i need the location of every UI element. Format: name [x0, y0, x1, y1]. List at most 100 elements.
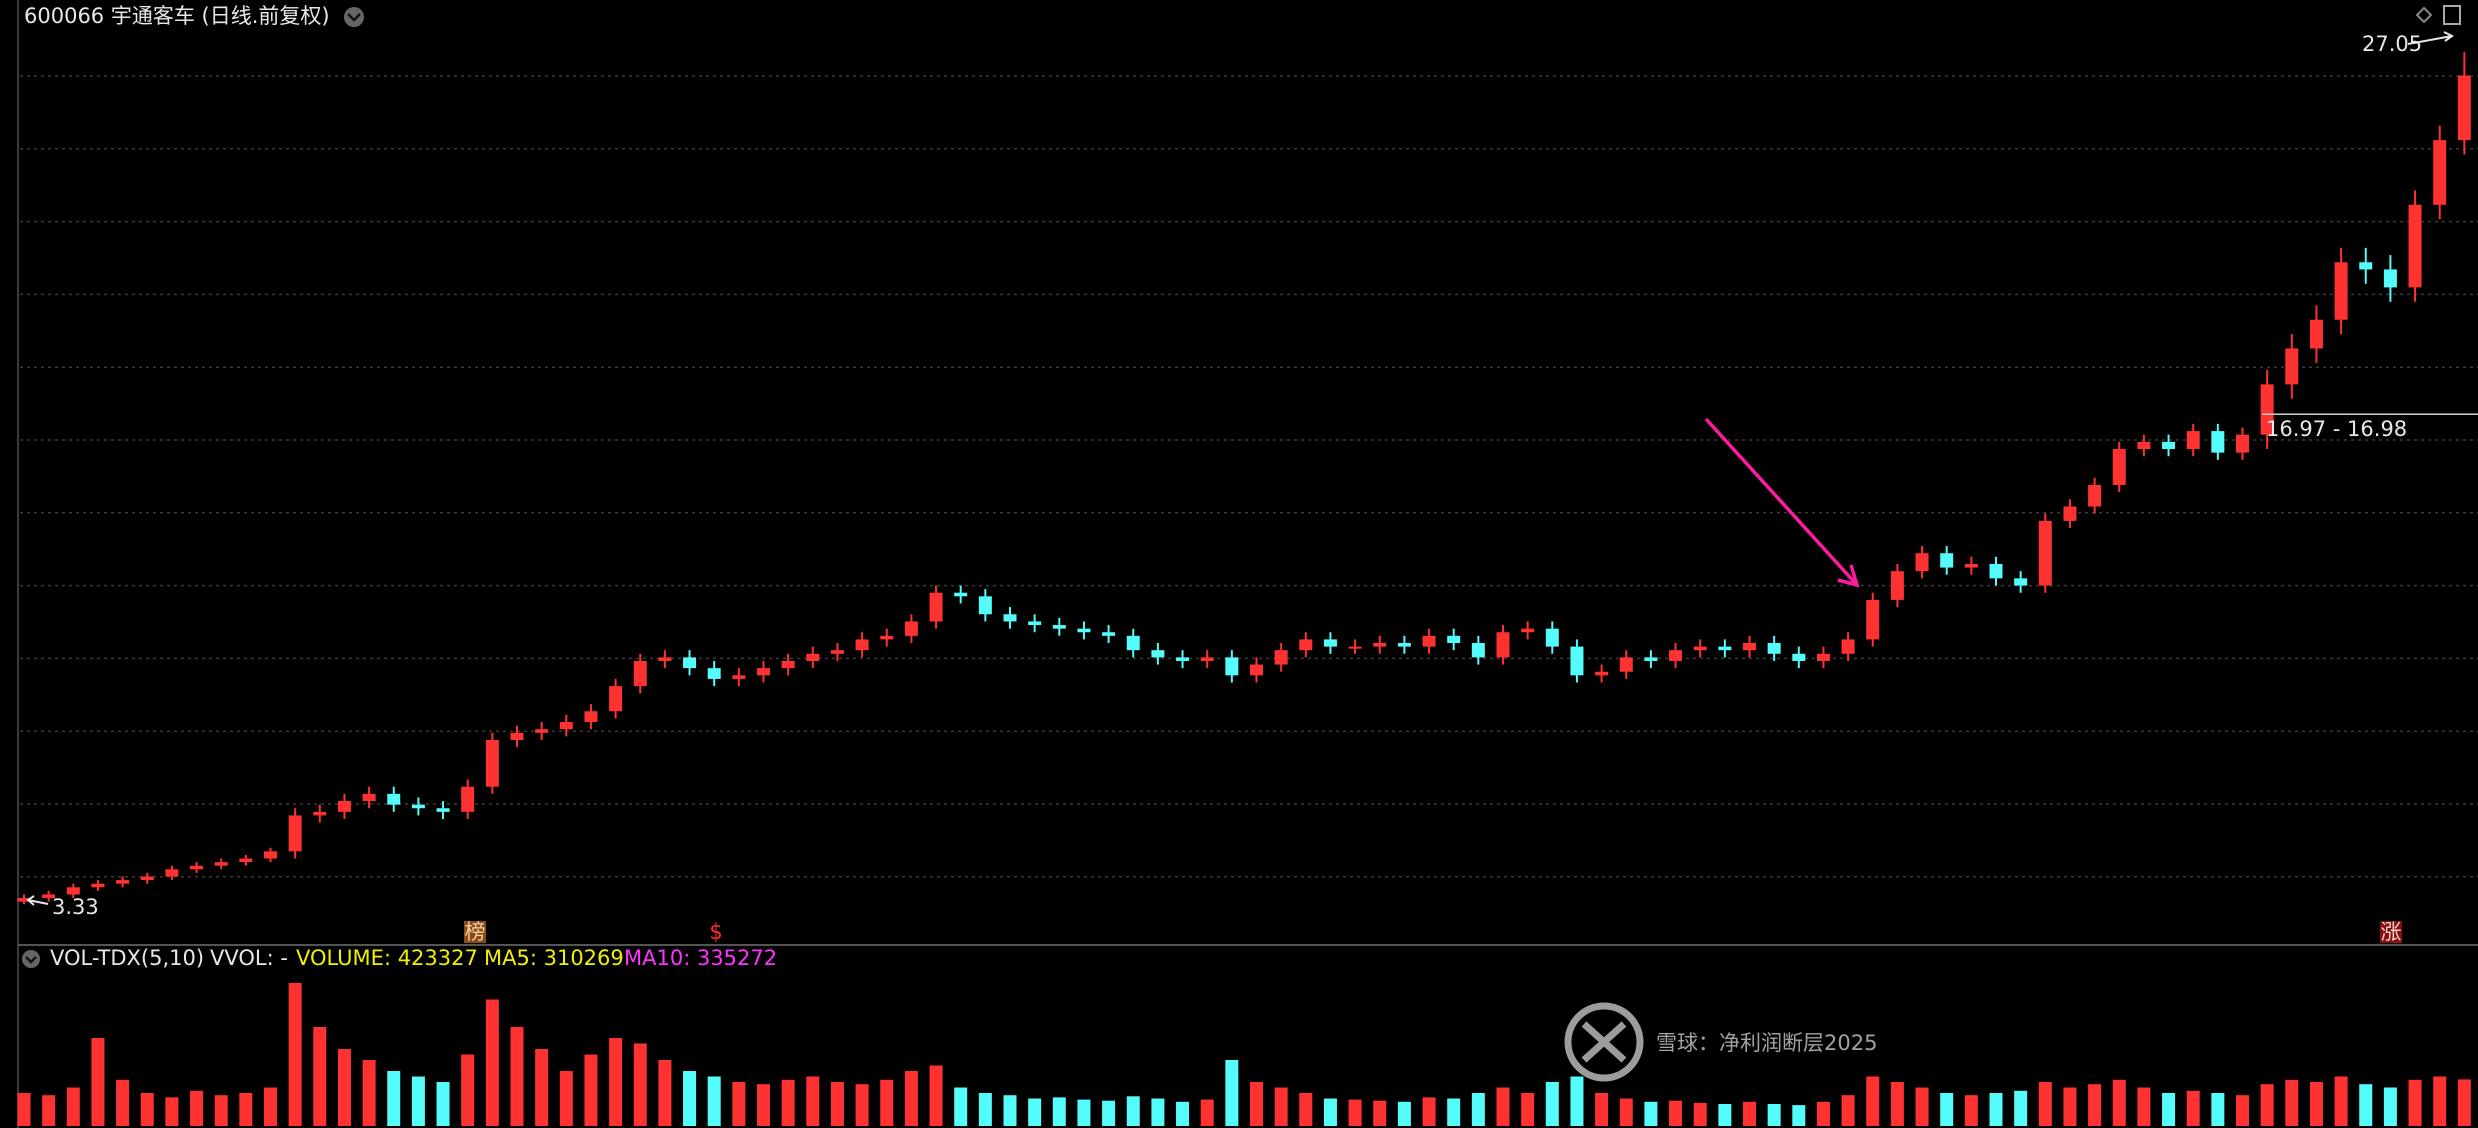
volume-bar	[2260, 1084, 2274, 1126]
volume-bar	[1176, 1101, 1190, 1126]
candle-body	[1792, 653, 1806, 661]
window-icon[interactable]	[2443, 5, 2461, 25]
candle-body	[2211, 431, 2225, 453]
volume-bar	[1003, 1095, 1017, 1126]
volume-bar	[313, 1027, 327, 1126]
volume-bar	[2285, 1079, 2299, 1126]
marker-label[interactable]: $	[709, 920, 722, 944]
indicator-menu-chevron	[25, 956, 37, 964]
indicator-volume: VOLUME: 423327	[296, 946, 478, 970]
volume-bar	[1989, 1093, 2003, 1126]
candle-body	[1964, 563, 1978, 568]
volume-bar	[362, 1060, 376, 1126]
candle-body	[387, 793, 401, 805]
candle-body	[1989, 563, 2003, 579]
annotation-arrow	[1704, 417, 1860, 588]
indicator-name: VOL-TDX(5,10)	[50, 946, 204, 970]
volume-bar	[1250, 1082, 1263, 1126]
candle-body	[929, 592, 943, 622]
volume-bar	[1816, 1101, 1830, 1126]
candle-body	[1866, 599, 1880, 640]
candle-body	[214, 862, 228, 866]
candle-body	[1816, 653, 1830, 661]
volume-bar	[140, 1093, 154, 1126]
volume-bar	[288, 983, 302, 1126]
candle-body	[264, 851, 277, 859]
volume-bar	[1693, 1102, 1707, 1126]
candles	[17, 52, 2471, 905]
volume-bar	[214, 1095, 228, 1126]
volume-bar	[1521, 1093, 1535, 1126]
candle-body	[1890, 571, 1904, 600]
volume-bar	[116, 1079, 130, 1126]
volume-bar	[1151, 1098, 1165, 1126]
volume-bar	[436, 1082, 450, 1126]
candle-body	[954, 592, 968, 597]
candle-body	[411, 804, 425, 809]
indicator-menu-icon[interactable]	[22, 950, 40, 968]
candle-body	[1669, 650, 1683, 661]
volume-bar	[1570, 1076, 1584, 1126]
volume-bar	[1644, 1101, 1658, 1126]
candle-body	[1521, 628, 1535, 633]
candle-body	[1250, 664, 1263, 676]
candle-body	[1570, 646, 1584, 676]
candle-body	[2038, 520, 2052, 586]
volume-bar	[929, 1065, 943, 1126]
marker-box	[464, 921, 486, 943]
candle-body	[2408, 204, 2422, 288]
volume-bar	[559, 1071, 573, 1126]
max-arrow	[2407, 31, 2454, 45]
volume-bar	[1718, 1104, 1732, 1126]
volume-bar	[1200, 1099, 1214, 1126]
volume-bar	[387, 1071, 401, 1126]
diamond-icon[interactable]	[2415, 6, 2433, 24]
candle-body	[288, 815, 302, 852]
candle-body	[485, 739, 499, 787]
volume-bar	[1841, 1095, 1855, 1126]
title-menu-icon[interactable]	[344, 7, 364, 27]
volume-bar	[2359, 1084, 2373, 1126]
volume-bar	[190, 1090, 204, 1126]
volume-bar	[91, 1038, 105, 1126]
volume-bar	[17, 1093, 31, 1126]
candle-body	[510, 732, 524, 740]
candle-body	[1225, 657, 1239, 676]
volume-bar	[42, 1095, 56, 1126]
volume-bar	[535, 1049, 549, 1126]
volumes	[17, 983, 2471, 1126]
candle-body	[42, 894, 56, 899]
volume-bar	[1397, 1101, 1411, 1126]
candle-body	[1028, 621, 1042, 626]
candle-body	[707, 668, 721, 679]
candle-body	[855, 639, 869, 651]
candle-body	[757, 668, 770, 676]
volume-bar	[633, 1043, 647, 1126]
volume-bar	[954, 1087, 968, 1126]
volume-bar	[1225, 1060, 1239, 1126]
watermark-logo-mark	[1581, 1021, 1627, 1063]
candle-body	[535, 729, 549, 733]
candle-body	[2063, 506, 2077, 521]
candle-body	[1373, 643, 1387, 647]
volume-bar	[830, 1082, 844, 1126]
marker-label[interactable]: 涨	[2381, 920, 2402, 944]
candle-body	[165, 869, 179, 877]
candle-body	[904, 621, 918, 636]
volume-bar	[1348, 1099, 1362, 1126]
volume-bar	[855, 1084, 869, 1126]
indicator-vvol: VVOL: -	[210, 946, 288, 970]
candle-body	[1915, 553, 1929, 572]
candle-body	[1102, 632, 1116, 636]
volume-bar	[2334, 1076, 2348, 1126]
marker-label[interactable]: 榜	[465, 920, 486, 944]
candle-body	[2383, 269, 2397, 288]
candle-body	[781, 660, 795, 669]
volume-bar	[2236, 1095, 2249, 1126]
candle-body	[1595, 671, 1609, 676]
volume-bar	[2211, 1093, 2225, 1126]
candle-body	[806, 653, 820, 661]
